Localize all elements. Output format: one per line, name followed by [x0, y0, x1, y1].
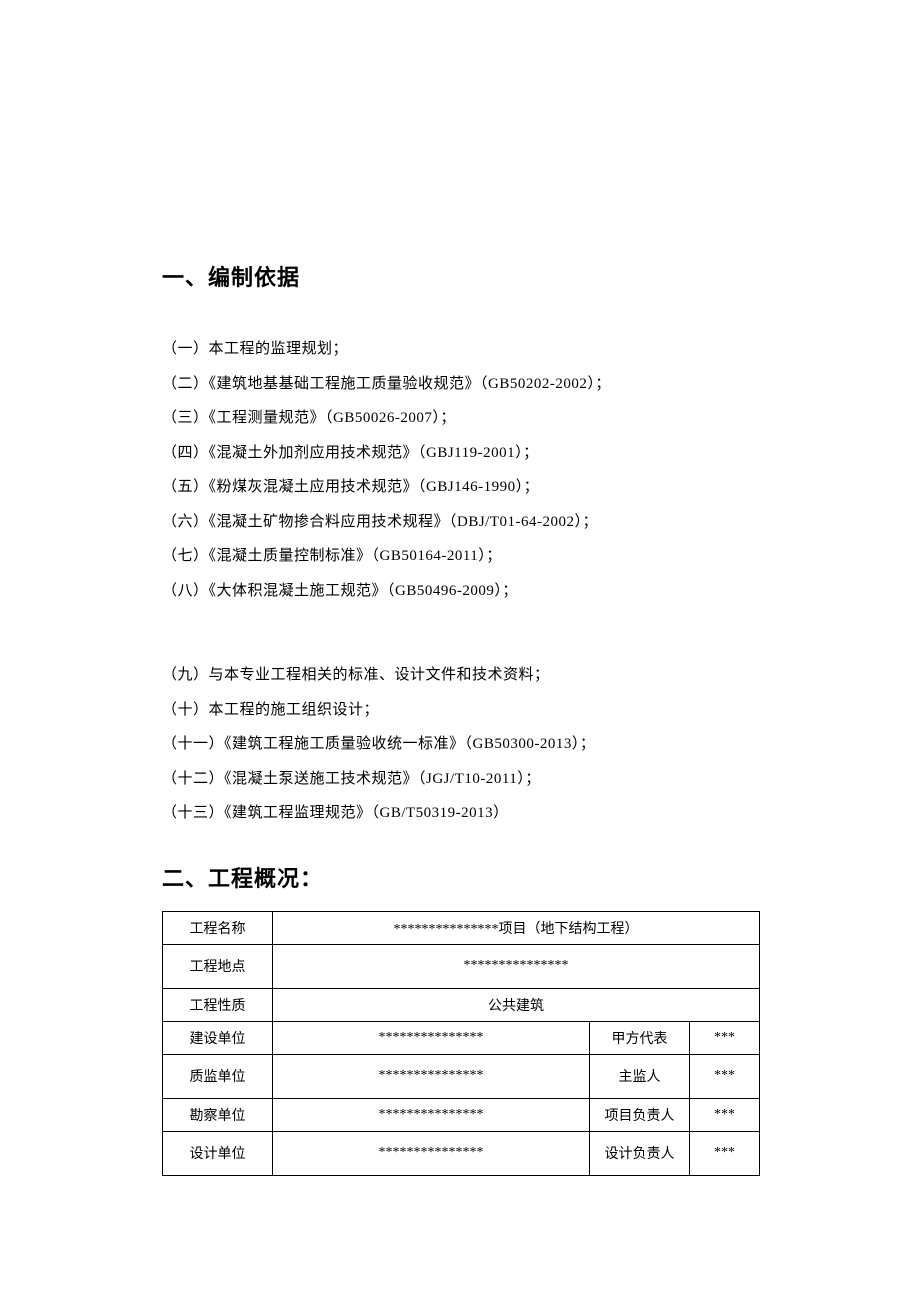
list-item: （十一）《建筑工程施工质量验收统一标准》（GB50300-2013）； [162, 727, 760, 762]
cell-label: 建设单位 [163, 1021, 273, 1054]
list-item: （二）《建筑地基基础工程施工质量验收规范》（GB50202-2002）； [162, 367, 760, 402]
list-item: （十）本工程的施工组织设计； [162, 693, 760, 728]
table-row: 工程性质 公共建筑 [163, 988, 760, 1021]
cell-stars: *** [690, 1098, 760, 1131]
list-item: （五）《粉煤灰混凝土应用技术规范》（GBJ146-1990）； [162, 470, 760, 505]
cell-role: 主监人 [590, 1054, 690, 1098]
cell-value: 公共建筑 [273, 988, 760, 1021]
basis-list-group1: （一）本工程的监理规划； （二）《建筑地基基础工程施工质量验收规范》（GB502… [162, 332, 760, 608]
table-row: 工程地点 *************** [163, 944, 760, 988]
cell-value: ***************项目（地下结构工程） [273, 911, 760, 944]
cell-value: *************** [273, 1098, 590, 1131]
table-row: 工程名称 ***************项目（地下结构工程） [163, 911, 760, 944]
cell-label: 工程名称 [163, 911, 273, 944]
cell-value: *************** [273, 1131, 590, 1175]
list-item: （十三）《建筑工程监理规范》（GB/T50319-2013） [162, 796, 760, 831]
list-item: （四）《混凝土外加剂应用技术规范》（GBJ119-2001）； [162, 436, 760, 471]
table-row: 设计单位 *************** 设计负责人 *** [163, 1131, 760, 1175]
cell-role: 项目负责人 [590, 1098, 690, 1131]
table-row: 勘察单位 *************** 项目负责人 *** [163, 1098, 760, 1131]
cell-label: 质监单位 [163, 1054, 273, 1098]
cell-value: *************** [273, 1054, 590, 1098]
table-row: 建设单位 *************** 甲方代表 *** [163, 1021, 760, 1054]
cell-role: 设计负责人 [590, 1131, 690, 1175]
spacer [162, 638, 760, 658]
cell-label: 工程地点 [163, 944, 273, 988]
cell-label: 设计单位 [163, 1131, 273, 1175]
section1-heading: 一、编制依据 [162, 260, 760, 292]
basis-list-group2: （九）与本专业工程相关的标准、设计文件和技术资料； （十）本工程的施工组织设计；… [162, 658, 760, 831]
cell-value: *************** [273, 1021, 590, 1054]
list-item: （七）《混凝土质量控制标准》（GB50164-2011）； [162, 539, 760, 574]
cell-role: 甲方代表 [590, 1021, 690, 1054]
cell-stars: *** [690, 1054, 760, 1098]
cell-label: 工程性质 [163, 988, 273, 1021]
cell-stars: *** [690, 1131, 760, 1175]
cell-value: *************** [273, 944, 760, 988]
table-row: 质监单位 *************** 主监人 *** [163, 1054, 760, 1098]
cell-stars: *** [690, 1021, 760, 1054]
document-page: 一、编制依据 （一）本工程的监理规划； （二）《建筑地基基础工程施工质量验收规范… [0, 0, 920, 1256]
list-item: （十二）《混凝土泵送施工技术规范》（JGJ/T10-2011）； [162, 762, 760, 797]
cell-label: 勘察单位 [163, 1098, 273, 1131]
list-item: （九）与本专业工程相关的标准、设计文件和技术资料； [162, 658, 760, 693]
list-item: （六）《混凝土矿物掺合料应用技术规程》（DBJ/T01-64-2002）； [162, 505, 760, 540]
list-item: （三）《工程测量规范》（GB50026-2007）； [162, 401, 760, 436]
project-overview-table: 工程名称 ***************项目（地下结构工程） 工程地点 ****… [162, 911, 760, 1176]
list-item: （八）《大体积混凝土施工规范》（GB50496-2009）； [162, 574, 760, 609]
section2-heading: 二、工程概况： [162, 861, 760, 893]
list-item: （一）本工程的监理规划； [162, 332, 760, 367]
